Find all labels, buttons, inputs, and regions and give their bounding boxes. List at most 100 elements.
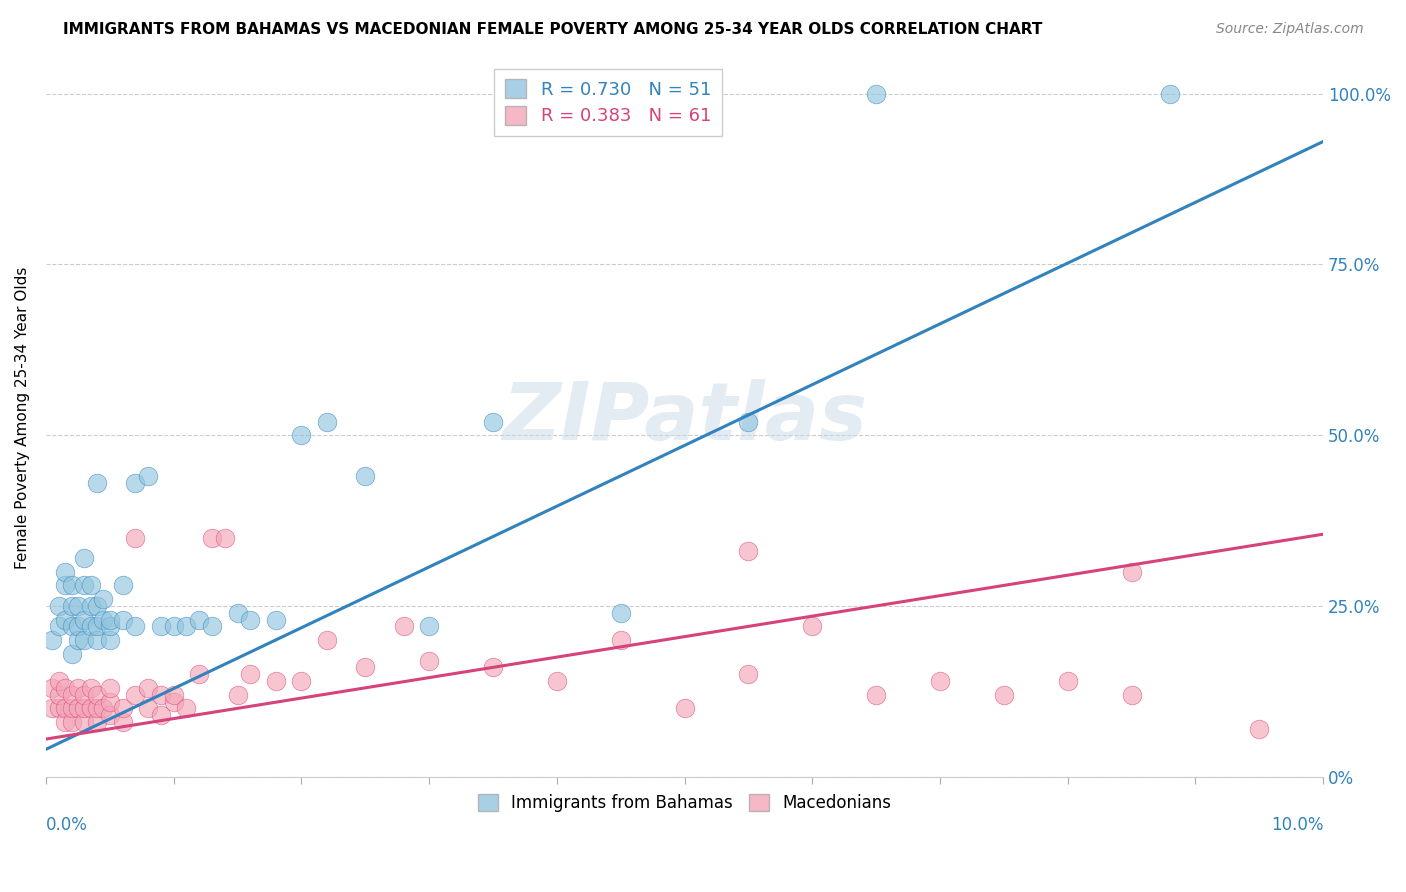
Point: [482, 660, 505, 674]
Point: [136, 701, 159, 715]
Point: [60, 688, 83, 702]
Point: [801, 619, 824, 633]
Point: [176, 619, 198, 633]
Point: [53, 578, 76, 592]
Point: [188, 613, 211, 627]
Point: [418, 654, 440, 668]
Y-axis label: Female Poverty Among 25-34 Year Olds: Female Poverty Among 25-34 Year Olds: [15, 267, 30, 569]
Point: [1121, 688, 1143, 702]
Point: [111, 578, 134, 592]
Point: [226, 606, 249, 620]
Text: Source: ZipAtlas.com: Source: ZipAtlas.com: [1216, 22, 1364, 37]
Point: [136, 469, 159, 483]
Text: 10.0%: 10.0%: [1271, 816, 1323, 834]
Point: [98, 681, 121, 695]
Point: [201, 619, 224, 633]
Point: [79, 578, 101, 592]
Point: [163, 688, 186, 702]
Point: [48, 619, 70, 633]
Point: [86, 619, 108, 633]
Point: [149, 708, 172, 723]
Point: [98, 708, 121, 723]
Point: [239, 613, 262, 627]
Point: [66, 681, 89, 695]
Point: [60, 701, 83, 715]
Point: [60, 578, 83, 592]
Point: [60, 647, 83, 661]
Point: [264, 673, 287, 688]
Point: [98, 633, 121, 648]
Point: [98, 619, 121, 633]
Point: [482, 415, 505, 429]
Point: [48, 673, 70, 688]
Point: [264, 613, 287, 627]
Point: [73, 633, 96, 648]
Point: [79, 619, 101, 633]
Point: [98, 613, 121, 627]
Point: [66, 599, 89, 613]
Point: [201, 531, 224, 545]
Point: [136, 681, 159, 695]
Point: [53, 613, 76, 627]
Point: [1121, 565, 1143, 579]
Point: [993, 688, 1015, 702]
Point: [98, 694, 121, 708]
Point: [79, 681, 101, 695]
Point: [546, 673, 568, 688]
Point: [60, 714, 83, 729]
Point: [354, 469, 377, 483]
Point: [66, 619, 89, 633]
Point: [60, 599, 83, 613]
Point: [41, 701, 63, 715]
Point: [149, 688, 172, 702]
Point: [79, 701, 101, 715]
Point: [48, 599, 70, 613]
Point: [111, 613, 134, 627]
Point: [124, 531, 146, 545]
Point: [86, 475, 108, 490]
Point: [86, 714, 108, 729]
Point: [239, 667, 262, 681]
Point: [53, 701, 76, 715]
Point: [53, 681, 76, 695]
Point: [609, 633, 631, 648]
Point: [124, 688, 146, 702]
Point: [53, 565, 76, 579]
Text: IMMIGRANTS FROM BAHAMAS VS MACEDONIAN FEMALE POVERTY AMONG 25-34 YEAR OLDS CORRE: IMMIGRANTS FROM BAHAMAS VS MACEDONIAN FE…: [63, 22, 1043, 37]
Point: [316, 415, 339, 429]
Point: [176, 701, 198, 715]
Text: 0.0%: 0.0%: [46, 816, 87, 834]
Point: [73, 714, 96, 729]
Point: [124, 619, 146, 633]
Point: [354, 660, 377, 674]
Point: [737, 544, 759, 558]
Point: [66, 633, 89, 648]
Point: [163, 694, 186, 708]
Point: [316, 633, 339, 648]
Point: [48, 701, 70, 715]
Point: [86, 599, 108, 613]
Point: [1249, 722, 1271, 736]
Point: [79, 599, 101, 613]
Point: [1159, 87, 1181, 101]
Point: [73, 688, 96, 702]
Point: [93, 701, 115, 715]
Point: [73, 551, 96, 566]
Legend: Immigrants from Bahamas, Macedonians: Immigrants from Bahamas, Macedonians: [471, 787, 898, 819]
Point: [673, 701, 696, 715]
Point: [73, 578, 96, 592]
Point: [48, 688, 70, 702]
Point: [86, 688, 108, 702]
Point: [111, 714, 134, 729]
Point: [865, 87, 887, 101]
Point: [737, 667, 759, 681]
Point: [188, 667, 211, 681]
Point: [737, 415, 759, 429]
Point: [60, 619, 83, 633]
Point: [86, 633, 108, 648]
Point: [1056, 673, 1078, 688]
Point: [609, 606, 631, 620]
Point: [392, 619, 415, 633]
Text: ZIPatlas: ZIPatlas: [502, 379, 868, 457]
Point: [290, 428, 312, 442]
